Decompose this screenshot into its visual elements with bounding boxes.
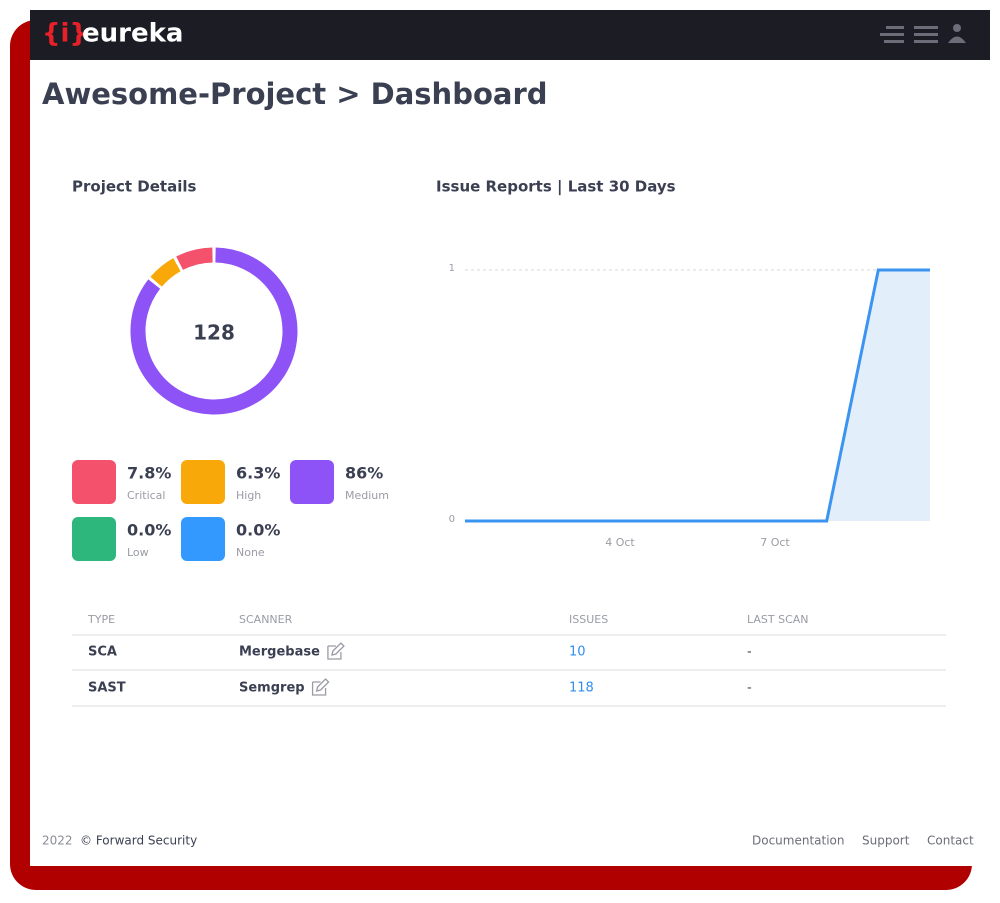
column-header: ISSUES <box>569 613 608 626</box>
legend: 7.8% Critical 6.3% High 86% Medium 0.0% Low 0.0%… <box>72 460 389 561</box>
table-cell: SAST <box>88 681 126 696</box>
legend-value: 0.0% <box>127 521 171 540</box>
column-header: LAST SCAN <box>747 613 809 626</box>
donut-segment <box>130 247 298 415</box>
edit-icon[interactable] <box>327 642 345 660</box>
legend-swatch <box>181 517 225 561</box>
donut-segment <box>150 258 181 287</box>
card <box>30 10 990 866</box>
logo-text[interactable]: eureka <box>82 19 183 49</box>
line <box>465 268 930 523</box>
y-tick-label: 1 <box>449 263 455 274</box>
page-title: Awesome-Project > Dashboard <box>42 77 548 111</box>
legend-label: Medium <box>345 489 389 502</box>
menu-icons[interactable] <box>880 24 966 43</box>
footer-link[interactable]: Documentation <box>752 834 845 848</box>
legend-swatch <box>290 460 334 504</box>
line-chart: 0 1 4 Oct 7 Oct <box>449 263 930 549</box>
column-header: SCANNER <box>239 613 293 626</box>
footer-company: © Forward Security <box>80 834 197 848</box>
legend-label: Critical <box>127 489 165 502</box>
table-cell: - <box>747 645 752 660</box>
table-cell: SCA <box>88 645 117 660</box>
legend-label: Low <box>127 546 149 559</box>
legend-swatch <box>181 460 225 504</box>
footer-link[interactable]: Support <box>862 834 910 848</box>
top-bar <box>30 10 990 60</box>
edit-icon[interactable] <box>311 678 330 696</box>
section-title: Project Details <box>72 178 196 196</box>
footer-link[interactable]: Contact <box>927 834 974 848</box>
footer-year: 2022 <box>42 834 73 848</box>
issues-link[interactable]: 10 <box>569 645 586 660</box>
legend-label: None <box>236 546 265 559</box>
table-cell: Semgrep <box>239 681 305 696</box>
legend-swatch <box>72 460 116 504</box>
area <box>465 270 930 521</box>
x-tick-label: 4 Oct <box>605 536 635 549</box>
section-title: Issue Reports | Last 30 Days <box>436 178 676 197</box>
legend-value: 7.8% <box>127 464 171 483</box>
issues-link[interactable]: 118 <box>569 681 594 696</box>
column-header: TYPE <box>87 613 115 626</box>
y-tick-label: 0 <box>449 514 455 525</box>
logo-icon[interactable]: {i} <box>42 19 88 49</box>
legend-value: 0.0% <box>236 521 280 540</box>
x-tick-label: 7 Oct <box>760 536 790 549</box>
table-cell: - <box>747 681 752 696</box>
donut-segment <box>176 247 213 271</box>
table-cell: Mergebase <box>239 645 320 660</box>
legend-value: 86% <box>345 464 383 483</box>
legend-label: High <box>236 489 261 502</box>
donut-total: 128 <box>193 321 235 345</box>
legend-value: 6.3% <box>236 464 280 483</box>
donut <box>130 247 298 415</box>
table: TYPE SCANNER ISSUES LAST SCAN SCA Mergebase 10… <box>72 613 946 707</box>
legend-swatch <box>72 517 116 561</box>
